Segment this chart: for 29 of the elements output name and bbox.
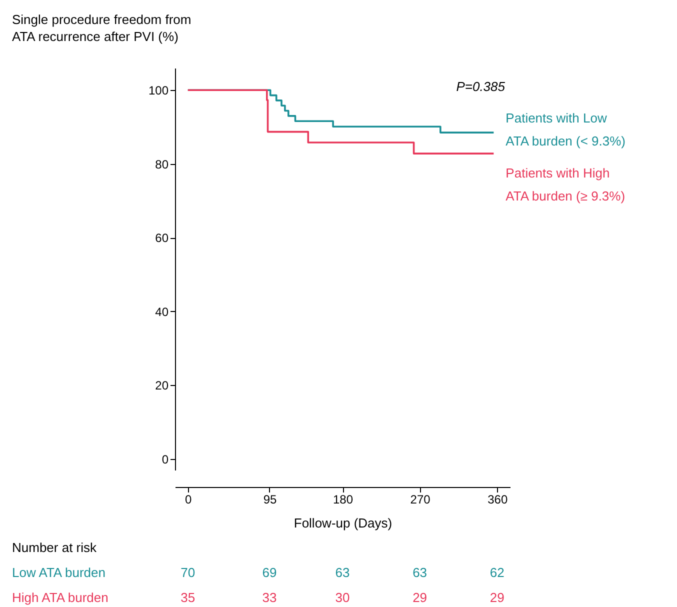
y-tick-label: 40	[155, 304, 169, 319]
x-tick-label: 95	[263, 492, 277, 506]
text: 70	[180, 565, 196, 580]
text: Number at risk	[12, 540, 98, 555]
series-label: Patients with Low ATA burden (< 9.3%)	[506, 110, 626, 149]
y-axis-title: Single procedure freedom from ATA recurrence after PVI (%)	[12, 12, 192, 44]
x-tick-label: 0	[185, 492, 192, 506]
text: 30	[335, 590, 350, 605]
x-tick-label: 360	[488, 492, 508, 506]
text: High ATA burden	[12, 590, 108, 605]
y-tick-label: 80	[155, 157, 169, 172]
text: 35	[180, 590, 196, 605]
series-label: Patients with High ATA burden (≥ 9.3%)	[506, 166, 626, 204]
text: 69	[262, 565, 277, 580]
text: 33	[262, 590, 277, 605]
y-tick-label: 100	[148, 84, 169, 98]
text: 29	[490, 590, 504, 605]
text: Low ATA burden	[12, 565, 106, 580]
text: 63	[412, 565, 428, 580]
text: 63	[335, 565, 350, 580]
text: 62	[490, 565, 504, 580]
annotation: P=0.385	[456, 79, 506, 94]
x-tick-label: 270	[410, 492, 431, 506]
text: 29	[412, 590, 428, 605]
x-tick-label: 180	[332, 492, 354, 506]
y-tick-label: 20	[155, 378, 169, 393]
x-axis-title: Follow-up (Days)	[294, 516, 392, 530]
y-tick-label: 60	[155, 231, 169, 246]
y-tick-label: 0	[162, 452, 169, 466]
